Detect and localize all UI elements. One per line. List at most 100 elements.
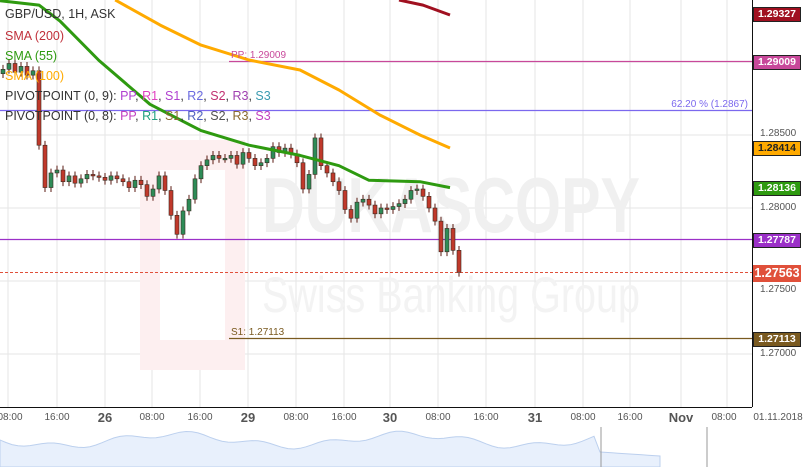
level-lines (0, 60, 752, 340)
candle-body (426, 196, 432, 209)
candle-body (408, 190, 414, 200)
x-tick-label: 16:00 (473, 412, 499, 423)
candle-body (324, 165, 330, 174)
candle-body (234, 155, 240, 165)
legend-sma200[interactable]: SMA (200) (5, 29, 65, 43)
candle-body (384, 207, 390, 210)
price-tag-sma: 1.29327 (753, 7, 801, 23)
legend-pivot8-r3: R3 (232, 109, 249, 123)
candle-body (402, 198, 408, 204)
candle-body (174, 215, 180, 235)
candle-body (72, 175, 78, 184)
legend-pivot8-prefix: PIVOTPOINT (0, 8): (5, 109, 121, 123)
legend-pivot8-s1: S1 (165, 109, 181, 123)
watermark-tagline: Swiss Banking Group (262, 267, 640, 323)
legend-pivot9-r2: R2 (187, 89, 204, 103)
legend-sma55[interactable]: SMA (55) (5, 49, 58, 63)
legend-sma100[interactable]: SMA (100) (5, 69, 65, 83)
x-tick-label: 16:00 (44, 412, 70, 423)
level-label-fib: 62.20 % (1.2867) (671, 98, 748, 110)
candle-body (348, 209, 354, 219)
legend-pivot9-r1: R1 (142, 89, 159, 103)
candle-body (258, 162, 264, 166)
candle-body (336, 181, 342, 191)
candle-body (18, 66, 24, 73)
candle-body (120, 178, 126, 183)
x-tick-label: 31 (527, 410, 543, 425)
candle-body (456, 250, 462, 273)
x-tick-label: 08:00 (139, 412, 165, 423)
x-tick-label: 29 (240, 410, 256, 425)
candle-body (54, 169, 60, 174)
x-tick-label: 16:00 (331, 412, 357, 423)
x-tick-label: 08:00 (425, 412, 451, 423)
x-tick-label: 30 (382, 410, 398, 425)
candle-body (6, 63, 12, 70)
legend-pivot9-pp: PP (120, 89, 136, 103)
candle-body (138, 179, 144, 185)
candle-body (84, 174, 90, 180)
moving-averages (0, 0, 451, 190)
candle-body (450, 228, 456, 251)
candle-body (102, 177, 108, 181)
candle-body (366, 198, 372, 206)
candle-body (180, 210, 186, 235)
current-price-tag: 1.27563 (753, 264, 801, 282)
candle-body (306, 174, 312, 190)
legend-pivot9-s2: S2 (210, 89, 226, 103)
candle-body (156, 175, 162, 190)
candle-body (204, 159, 210, 166)
legend-pivot9[interactable]: PIVOTPOINT (0, 9): PP, R1, S1, R2, S2, R… (5, 88, 271, 104)
candle-body (114, 175, 120, 180)
x-tick-label: 08:00 (711, 412, 737, 423)
x-tick-label: 08:00 (0, 412, 23, 423)
x-tick-label: 01.11.2018 (753, 412, 803, 423)
candle-body (264, 158, 270, 164)
candle-body (132, 179, 138, 188)
candle-body (42, 144, 48, 188)
candle-body (360, 198, 366, 203)
candle-body (246, 152, 252, 159)
candle-body (300, 162, 306, 190)
x-tick-label: 08:00 (283, 412, 309, 423)
level-label-pp: PP: 1.29009 (231, 49, 287, 61)
x-tick-label: Nov (668, 410, 694, 425)
price-tag-s1: 1.27113 (753, 331, 801, 347)
y-tick-label: 1.27000 (760, 348, 797, 359)
candle-body (216, 155, 222, 159)
candle-body (162, 175, 168, 191)
candle-body (96, 175, 102, 178)
candle-body (108, 175, 114, 181)
candle-body (198, 165, 204, 180)
candle-body (228, 155, 234, 159)
candle-body (30, 70, 36, 76)
x-tick-label: 26 (97, 410, 113, 425)
navigator[interactable] (0, 427, 803, 467)
legend-pivot8-pp: PP (120, 109, 136, 123)
level-label-s1: S1: 1.27113 (231, 326, 285, 338)
candle-body (432, 207, 438, 222)
navigator-area (0, 430, 661, 467)
candle-body (60, 169, 66, 183)
chart-title: GBP/USD, 1H, ASK (5, 7, 116, 21)
candle-body (270, 146, 276, 159)
candle-body (414, 188, 420, 191)
legend-pivot8[interactable]: PIVOTPOINT (0, 8): PP, R1, S1, R2, S2, R… (5, 108, 271, 124)
candle-body (444, 228, 450, 253)
sma-line (0, 0, 451, 190)
x-tick-label: 08:00 (570, 412, 596, 423)
legend-pivot8-s3: S3 (255, 109, 271, 123)
candle-body (438, 220, 444, 253)
candle-body (66, 175, 72, 183)
legend-pivot9-s1: S1 (165, 89, 181, 103)
candle-body (390, 206, 396, 210)
y-tick-label: 1.28000 (760, 202, 797, 213)
legend-pivot8-r1: R1 (142, 109, 159, 123)
candles (0, 59, 462, 277)
candle-body (150, 188, 156, 197)
candle-body (342, 190, 348, 210)
legend-pivot8-s2: S2 (210, 109, 226, 123)
y-tick-label: 1.28500 (760, 127, 797, 139)
candle-body (144, 184, 150, 197)
